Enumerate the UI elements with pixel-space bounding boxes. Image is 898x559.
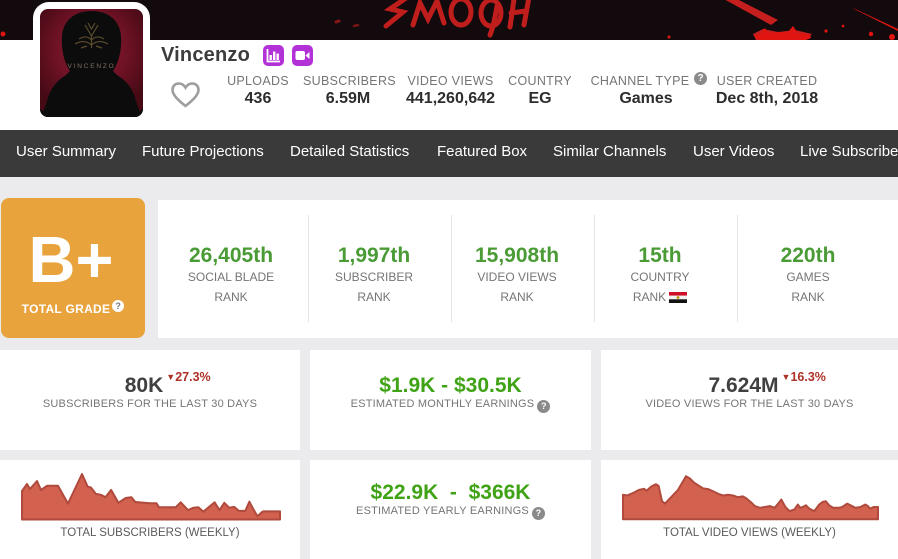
svg-text:VINCENZO: VINCENZO bbox=[68, 63, 116, 70]
